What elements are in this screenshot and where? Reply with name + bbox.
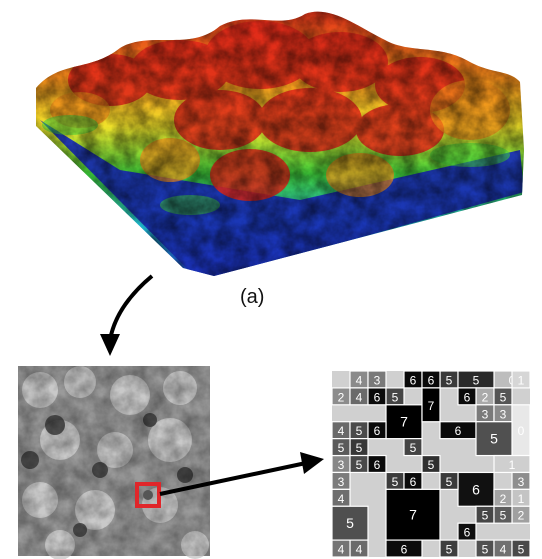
grid-cell-label: 3 xyxy=(482,407,489,421)
grid-cell-label: 5 xyxy=(338,441,345,455)
grid-cell xyxy=(421,387,441,423)
grid-cell-label: 7 xyxy=(400,414,408,430)
point-cloud-panel: (a) xyxy=(36,11,524,308)
grid-cell xyxy=(331,505,369,541)
grid-cell xyxy=(331,539,351,558)
grid-cell xyxy=(439,471,459,490)
grid-cell-label: 6 xyxy=(428,373,435,387)
grid-cell-label: 1 xyxy=(518,373,525,387)
highlight-box xyxy=(135,482,161,508)
grid-cell-label: 5 xyxy=(446,373,453,387)
grid-cell-label: 5 xyxy=(392,390,399,404)
grid-cell-label: 5 xyxy=(490,431,498,447)
grid-cell-label: 3 xyxy=(374,373,381,387)
grid-cell xyxy=(385,488,441,541)
grid-cell xyxy=(457,522,477,541)
grid-cell-label: 6 xyxy=(410,373,417,387)
grid-cell xyxy=(385,539,423,558)
grid-cell-label: 4 xyxy=(356,373,363,387)
grid-cell-label: 6 xyxy=(401,543,408,557)
grid-cell-label: 4 xyxy=(338,424,345,438)
grid-cell-label: 6 xyxy=(455,424,462,438)
grid-cell-label: 5 xyxy=(346,515,354,531)
grid-cell-label: 5 xyxy=(482,509,489,523)
grid-cell xyxy=(367,421,387,440)
grid-cell-label: 6 xyxy=(410,475,417,489)
grid-cell-label: 5 xyxy=(410,441,417,455)
panel-a-label: (a) xyxy=(240,286,264,308)
grid-cell-label: 3 xyxy=(338,475,345,489)
grid-cell-label: 5 xyxy=(473,373,480,387)
grid-cell-label: 4 xyxy=(338,492,345,506)
grid-cell-label: 5 xyxy=(356,441,363,455)
grid-cell xyxy=(511,370,531,389)
grid-cell-label: 6 xyxy=(374,458,381,472)
grid-cell-label: 3 xyxy=(338,458,345,472)
grid-cell xyxy=(475,421,513,457)
segment-grid: 0436565124657725363456560553556135653465… xyxy=(331,370,531,558)
grid-cell-label: 5 xyxy=(482,543,489,557)
grid-cell xyxy=(421,454,441,474)
grid-cell-label: 2 xyxy=(500,492,507,506)
grid-cell-label: 5 xyxy=(392,475,399,489)
grid-cell xyxy=(511,539,531,558)
grid-cell-label: 0 xyxy=(518,424,525,438)
grid-cell-label: 5 xyxy=(446,543,453,557)
grid-cell-label: 3 xyxy=(518,475,525,489)
canopy-height-image xyxy=(18,366,210,559)
grid-cell-label: 2 xyxy=(518,509,525,523)
grid-cell-label: 3 xyxy=(500,407,507,421)
grid-cell-label: 5 xyxy=(356,458,363,472)
grid-cell-label: 1 xyxy=(509,458,516,472)
grid-cell-label: 4 xyxy=(356,390,363,404)
grid-cell-label: 7 xyxy=(409,507,417,523)
grid-cell-label: 5 xyxy=(446,475,453,489)
grid-cell-label: 4 xyxy=(356,543,363,557)
grid-cell xyxy=(457,387,477,406)
grid-cell-label: 6 xyxy=(472,481,480,497)
grid-cell-label: 6 xyxy=(464,526,471,540)
grid-cell-label: 2 xyxy=(338,390,345,404)
grid-cell-label: 5 xyxy=(500,390,507,404)
grid-cell xyxy=(439,539,459,558)
grid-cell-label: 6 xyxy=(464,390,471,404)
straight-arrow-icon xyxy=(159,452,324,496)
grid-cell-label: 4 xyxy=(338,543,345,557)
grid-cell xyxy=(493,505,513,524)
curved-arrow-icon xyxy=(100,274,154,356)
grid-cell xyxy=(403,438,423,457)
grid-cell-label: 6 xyxy=(374,424,381,438)
grid-cell-label: 5 xyxy=(428,458,435,472)
grid-cell-label: 7 xyxy=(428,399,435,413)
grid-cell-label: 5 xyxy=(518,543,525,557)
grid-cell-label: 1 xyxy=(518,492,525,506)
grid-cell-label: 2 xyxy=(482,390,489,404)
grid-cell-label: 5 xyxy=(500,509,507,523)
grid-cell xyxy=(367,454,387,474)
grid-cell-label: 5 xyxy=(356,424,363,438)
grid-cell-label: 4 xyxy=(500,543,507,557)
grid-cell xyxy=(331,438,351,457)
grid-cell-label: 6 xyxy=(374,390,381,404)
